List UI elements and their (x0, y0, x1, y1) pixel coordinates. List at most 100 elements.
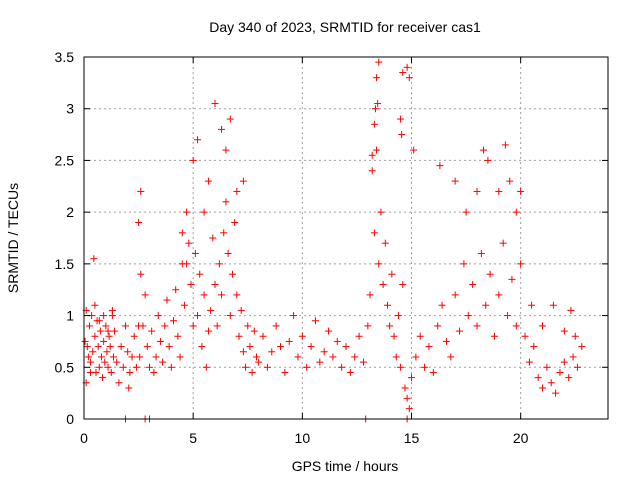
data-point (91, 332, 99, 340)
data-point (95, 317, 103, 325)
data-points (81, 58, 586, 423)
data-point (211, 100, 219, 108)
data-point (298, 332, 306, 340)
data-point (528, 301, 536, 309)
data-point (163, 296, 171, 304)
data-point (152, 353, 160, 361)
data-point (399, 281, 407, 289)
data-point (359, 358, 367, 366)
data-point (211, 281, 219, 289)
data-point (204, 327, 212, 335)
data-point (196, 270, 204, 278)
data-point (495, 187, 503, 195)
data-point (495, 291, 503, 299)
data-point (226, 115, 234, 123)
data-point (107, 368, 115, 376)
data-point (90, 255, 98, 263)
data-point (91, 301, 99, 309)
axes (83, 56, 609, 420)
data-point (517, 187, 525, 195)
data-point (87, 358, 95, 366)
data-point (84, 353, 92, 361)
data-point (128, 353, 136, 361)
data-point (375, 260, 383, 268)
data-point (375, 58, 383, 66)
data-point (104, 327, 112, 335)
data-point (549, 301, 557, 309)
data-point (451, 177, 459, 185)
data-point (366, 291, 374, 299)
data-point (126, 368, 134, 376)
data-point (209, 234, 217, 242)
data-point (103, 348, 111, 356)
data-point (512, 322, 520, 330)
data-point (143, 343, 151, 351)
data-point (355, 332, 363, 340)
data-point (521, 332, 529, 340)
data-point (571, 332, 579, 340)
data-point (244, 322, 252, 330)
data-point (565, 374, 573, 382)
data-point (130, 332, 138, 340)
data-point (373, 146, 381, 154)
data-point (403, 63, 411, 71)
data-point (539, 322, 546, 330)
data-point (311, 317, 319, 325)
data-point (200, 208, 208, 216)
plot-frame (83, 56, 609, 420)
data-point (189, 156, 197, 164)
data-point (578, 343, 586, 351)
data-point (94, 343, 102, 351)
data-point (512, 208, 520, 216)
data-point (104, 363, 112, 371)
data-point (268, 348, 276, 356)
data-point (237, 306, 245, 314)
data-point (438, 301, 446, 309)
data-point (141, 291, 149, 299)
data-point (567, 306, 575, 314)
data-point (403, 394, 411, 402)
data-point (156, 337, 164, 345)
data-point (320, 348, 328, 356)
data-point (368, 151, 376, 159)
data-point (198, 343, 206, 351)
data-point (215, 260, 223, 268)
data-point (401, 384, 409, 392)
data-point (552, 389, 560, 397)
x-tick-label: 10 (295, 430, 311, 446)
data-point (506, 177, 514, 185)
data-point (416, 332, 424, 340)
data-point (501, 141, 509, 149)
data-point (504, 312, 512, 320)
data-point (573, 363, 581, 371)
data-point (397, 363, 405, 371)
data-point (473, 187, 481, 195)
data-point (83, 343, 91, 351)
data-point (388, 270, 396, 278)
data-point (346, 368, 354, 376)
data-point (383, 301, 391, 309)
data-point (183, 260, 191, 268)
data-point (89, 348, 97, 356)
data-point (121, 322, 129, 330)
data-point (329, 353, 337, 361)
data-point (183, 208, 191, 216)
data-point (272, 322, 280, 330)
data-point (185, 239, 193, 247)
x-tick-label: 20 (513, 430, 529, 446)
data-point (368, 167, 376, 175)
data-point (392, 353, 400, 361)
data-point (316, 358, 324, 366)
data-point (390, 332, 398, 340)
data-point (462, 208, 470, 216)
data-point (371, 105, 379, 113)
data-point (370, 120, 378, 128)
data-point (202, 363, 210, 371)
data-point (187, 281, 195, 289)
data-point (508, 275, 516, 283)
data-point (469, 281, 477, 289)
data-point (539, 384, 546, 392)
data-point (398, 131, 406, 139)
data-point (490, 332, 498, 340)
x-tick-label: 5 (189, 430, 197, 446)
